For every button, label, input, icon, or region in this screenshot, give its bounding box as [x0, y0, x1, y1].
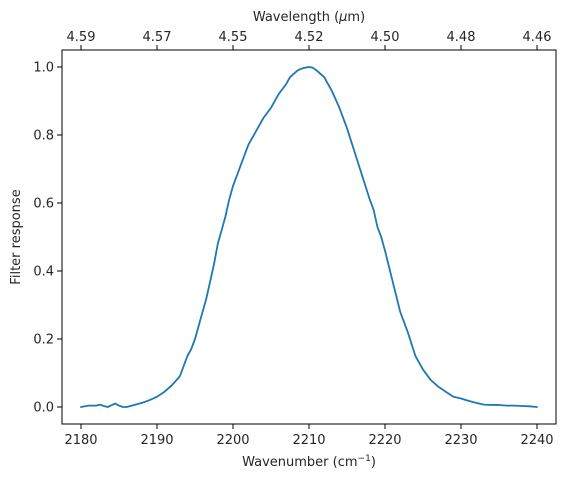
x-tick-label: 2180: [64, 433, 97, 448]
top-tick-label: 4.48: [447, 30, 476, 45]
top-tick-label: 4.55: [219, 30, 248, 45]
x-axis-label: Wavenumber (cm−1): [242, 454, 376, 470]
top-tick-label: 4.57: [143, 30, 172, 45]
ticks-layer: 2180 2190 2200 2210 2220 2230 2240 0.0 0.2 0.4 0.6…: [33, 30, 553, 448]
y-tick-label: 0.8: [33, 129, 54, 144]
top-axis-label-mu: μ: [338, 10, 347, 25]
x-tick-label: 2200: [216, 433, 249, 448]
series-line-filter-response: [80, 66, 538, 408]
top-tick-label: 4.59: [67, 30, 96, 45]
x-tick-label: 2240: [520, 433, 553, 448]
top-axis-label: Wavelength (μm): [253, 10, 365, 25]
x-axis-label-exponent: −1: [358, 454, 371, 464]
x-tick-label: 2210: [292, 433, 325, 448]
top-tick-label: 4.52: [295, 30, 324, 45]
x-tick-label: 2230: [444, 433, 477, 448]
y-tick-label: 0.6: [33, 197, 54, 212]
y-tick-label: 0.2: [33, 333, 54, 348]
top-tick-label: 4.46: [523, 30, 552, 45]
y-tick-label: 1.0: [33, 61, 54, 76]
y-tick-label: 0.0: [33, 401, 54, 416]
top-tick-label: 4.50: [371, 30, 400, 45]
x-tick-label: 2220: [368, 433, 401, 448]
y-axis-label: Filter response: [9, 189, 24, 284]
x-tick-label: 2190: [140, 433, 173, 448]
plot-frame: [61, 49, 557, 425]
y-tick-label: 0.4: [33, 265, 54, 280]
